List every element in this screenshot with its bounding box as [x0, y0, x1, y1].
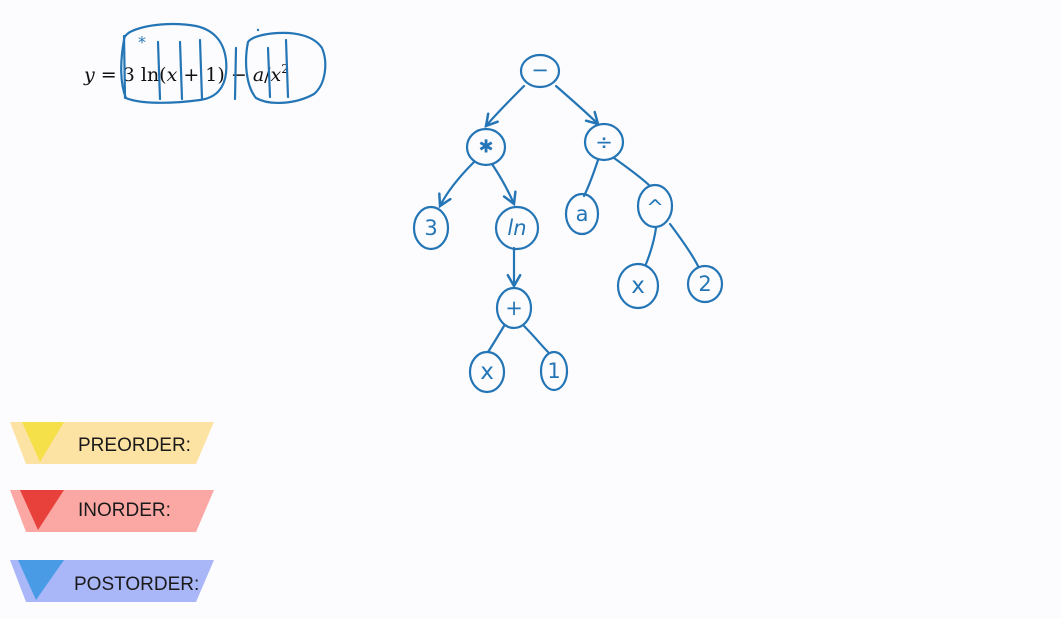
edge-power-two — [668, 222, 700, 268]
preorder-banner-bg — [10, 422, 214, 464]
node-times: ✱ — [465, 127, 507, 167]
inorder-banner-bg — [10, 490, 214, 532]
node-a-label: a — [576, 202, 589, 226]
node-x-power: x — [616, 262, 660, 310]
node-plus-label: + — [505, 296, 523, 320]
equation-x-first: x — [167, 64, 178, 86]
node-two-circle — [686, 264, 724, 304]
node-one-circle — [539, 350, 569, 392]
node-ln-label: ln — [507, 216, 526, 240]
edge-plus-one — [522, 324, 550, 354]
edge-root-divide — [554, 84, 600, 126]
equation-ln: ln( — [135, 64, 167, 86]
tree-nodes: − ✱ ÷ 3 ln a ^ + — [412, 53, 724, 394]
node-plus: + — [495, 286, 533, 330]
equation-text: y = 3 ln(x + 1) − a/x2 — [83, 62, 289, 86]
equation-y: y — [83, 64, 95, 86]
inorder-tab-icon — [20, 490, 64, 530]
equation-slash: / — [264, 64, 271, 86]
equation-exponent: 2 — [281, 62, 289, 76]
inorder-label: INORDER: — [78, 500, 171, 521]
postorder-banner: POSTORDER: — [10, 560, 214, 602]
divider-stroke-4 — [198, 38, 204, 101]
node-power-circle — [636, 183, 674, 229]
node-one: 1 — [539, 350, 569, 392]
node-x-plus-circle — [468, 350, 506, 394]
node-two-label: 2 — [698, 272, 711, 296]
edge-divide-power — [612, 156, 652, 188]
node-three-circle — [412, 205, 450, 251]
divider-stroke-7 — [284, 38, 290, 99]
equation-equals: = — [95, 64, 123, 86]
equation-x-second: x — [271, 64, 282, 86]
node-x-plus-label: x — [480, 359, 494, 385]
postorder-banner-bg — [10, 560, 214, 602]
node-root: − — [519, 53, 561, 89]
node-three: 3 — [412, 205, 450, 251]
traversal-labels: PREORDER: INORDER: POSTORDER: — [10, 422, 214, 602]
edge-times-ln — [490, 162, 517, 207]
edge-power-x — [644, 226, 658, 266]
edge-divide-a — [582, 158, 600, 198]
node-power-label: ^ — [646, 196, 664, 220]
subexpression-loop-right — [245, 31, 327, 104]
node-one-label: 1 — [547, 359, 560, 383]
node-a: a — [564, 192, 600, 236]
node-times-circle — [465, 127, 507, 167]
divider-stroke-2 — [156, 40, 162, 101]
node-x-power-label: x — [631, 273, 645, 299]
preorder-label: PREORDER: — [78, 435, 191, 456]
inorder-banner: INORDER: — [10, 490, 214, 532]
node-ln: ln — [494, 205, 540, 251]
preorder-tab-icon — [22, 422, 64, 462]
ink-dot — [256, 28, 260, 32]
equation-a: a — [253, 64, 264, 86]
node-root-circle — [519, 53, 561, 89]
node-x-power-circle — [616, 262, 660, 310]
node-divide: ÷ — [583, 122, 625, 162]
divider-stroke-3 — [178, 40, 184, 101]
node-ln-circle — [494, 205, 540, 251]
node-divide-label: ÷ — [595, 130, 613, 154]
node-root-label: − — [531, 58, 549, 82]
node-divide-circle — [583, 122, 625, 162]
divider-stroke-6 — [266, 46, 272, 99]
postorder-label: POSTORDER: — [74, 574, 199, 595]
edge-times-three — [438, 160, 476, 209]
edge-root-times — [484, 84, 526, 128]
preorder-banner: PREORDER: — [10, 422, 214, 464]
node-times-label: ✱ — [478, 137, 493, 158]
node-x-plus: x — [468, 350, 506, 394]
node-power: ^ — [636, 183, 674, 229]
edge-plus-x — [486, 324, 506, 354]
node-two: 2 — [686, 264, 724, 304]
equation-annotations: * — [120, 22, 327, 104]
node-three-label: 3 — [424, 216, 437, 240]
postorder-tab-icon — [18, 560, 64, 600]
divider-stroke-1 — [122, 34, 127, 100]
node-plus-circle — [495, 286, 533, 330]
node-a-circle — [564, 192, 600, 236]
multiply-mark: * — [138, 33, 146, 52]
equation: y = 3 ln(x + 1) − a/x2 — [83, 62, 289, 86]
tree-edges — [438, 84, 700, 354]
divider-stroke-5 — [233, 46, 238, 101]
